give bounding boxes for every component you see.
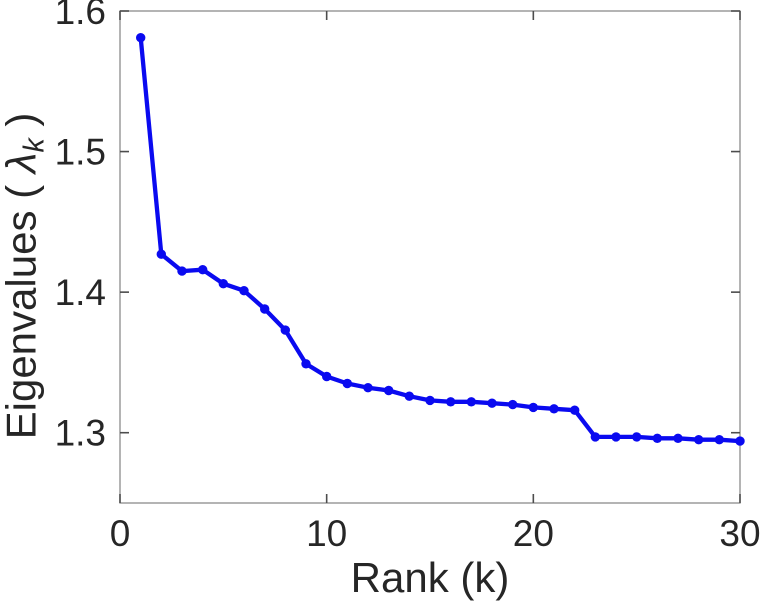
y-axis-label: Eigenvalues ( λk )	[0, 112, 51, 440]
data-point	[425, 395, 435, 406]
x-axis-label-text: Rank (k)	[350, 554, 510, 601]
x-tick-label: 10	[306, 513, 347, 554]
data-point	[487, 398, 497, 408]
y-tick-label: 1.6	[55, 0, 106, 32]
data-point	[714, 435, 724, 445]
plot-box	[119, 10, 741, 504]
data-point	[342, 378, 352, 389]
data-point	[549, 404, 559, 414]
data-point	[198, 265, 208, 275]
data-point	[136, 33, 146, 43]
y-tick-label: 1.5	[55, 132, 106, 173]
data-point	[322, 371, 332, 382]
data-point	[611, 432, 621, 442]
data-point	[239, 286, 249, 296]
data-point	[673, 433, 683, 443]
data-point	[156, 249, 166, 259]
x-tick-label: 30	[719, 513, 760, 554]
x-tick-label: 0	[110, 513, 131, 554]
data-point	[404, 391, 414, 401]
data-point	[570, 405, 580, 415]
data-point	[301, 359, 311, 369]
data-point	[384, 385, 394, 396]
data-point	[508, 399, 518, 410]
data-point	[280, 325, 290, 335]
data-point	[694, 435, 704, 445]
data-point	[735, 436, 745, 446]
lambda-subscript: k	[18, 138, 51, 153]
data-point	[590, 432, 600, 442]
data-point	[446, 397, 456, 407]
x-axis-label: Rank (k)	[351, 557, 510, 599]
y-axis-label-post: )	[0, 112, 45, 139]
x-tick-label: 20	[513, 513, 554, 554]
data-point	[652, 433, 662, 443]
data-point	[177, 266, 187, 276]
data-point	[466, 397, 476, 407]
data-point	[260, 304, 270, 314]
data-line	[138, 35, 743, 444]
y-tick-label: 1.3	[55, 413, 106, 454]
data-point	[632, 432, 642, 442]
lambda-symbol: λ	[0, 152, 45, 174]
y-axis-label-pre: Eigenvalues (	[0, 173, 45, 440]
data-point	[363, 383, 373, 393]
data-point	[218, 279, 228, 289]
y-tick-label: 1.4	[55, 272, 106, 313]
data-point	[528, 402, 538, 413]
